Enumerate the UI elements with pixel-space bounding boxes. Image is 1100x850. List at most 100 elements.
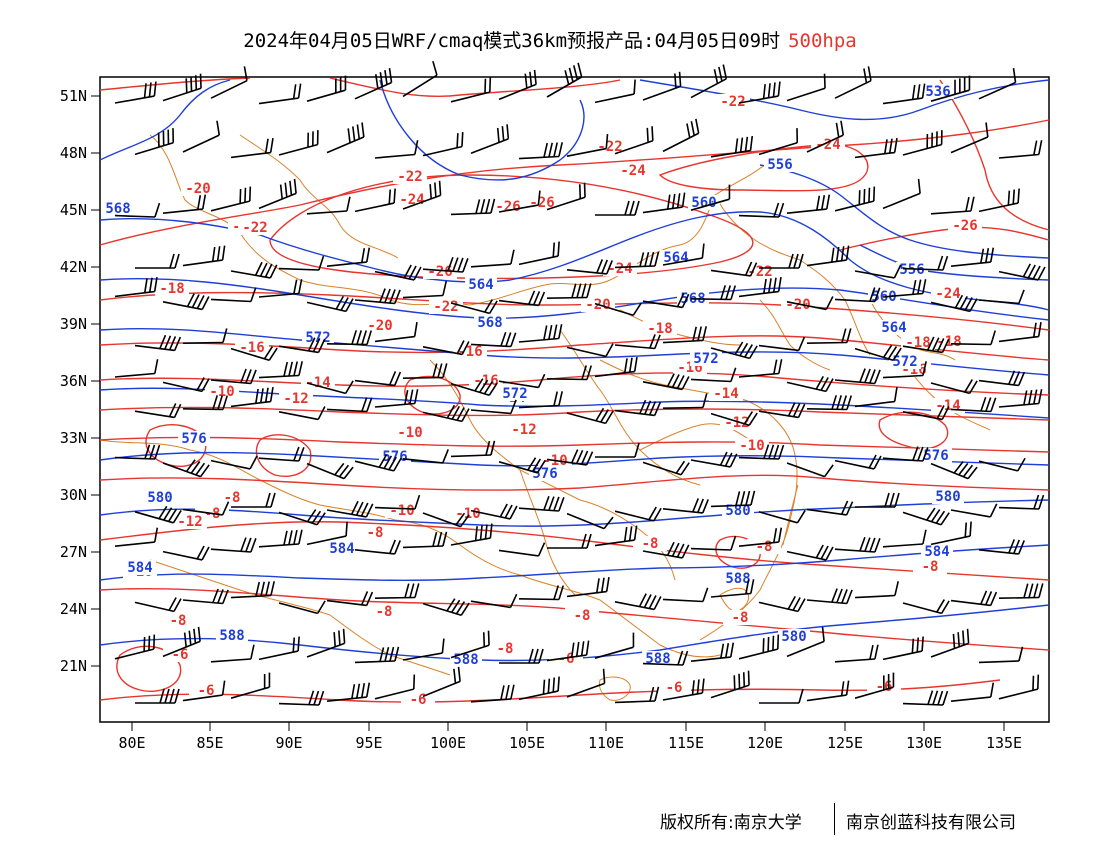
temperature-label: -26 <box>529 195 554 211</box>
label-bg <box>633 536 667 551</box>
wind-barb <box>354 454 402 472</box>
label-bg <box>603 261 637 276</box>
wind-barb <box>978 539 1025 555</box>
temperature-label: -6 <box>558 651 575 667</box>
wind-barb <box>518 142 563 160</box>
lat-label: 27N <box>60 543 87 561</box>
wind-barb <box>902 336 950 354</box>
wind-barb <box>230 672 271 699</box>
wind-barb <box>114 81 157 104</box>
label-bg <box>643 321 677 336</box>
label-bg <box>920 448 952 463</box>
height-contour <box>99 544 1050 582</box>
temperature-label: -8 <box>732 610 749 626</box>
wind-barb <box>758 128 799 156</box>
label-bg <box>216 628 248 643</box>
wind-barb <box>306 521 348 546</box>
wind-barb <box>162 293 210 311</box>
wind-barb <box>950 122 989 154</box>
lon-label: 120E <box>747 734 783 752</box>
wind-barb <box>758 510 806 524</box>
wind-barb <box>306 196 351 215</box>
height-label: 556 <box>767 157 792 173</box>
height-label: 588 <box>645 651 670 667</box>
temperature-contour <box>116 645 182 692</box>
wind-barb <box>182 501 230 516</box>
wind-barb <box>182 120 221 153</box>
height-label: 576 <box>181 431 206 447</box>
boundary-line <box>782 484 799 546</box>
lon-label: 100E <box>430 734 466 752</box>
wind-barb <box>738 359 783 378</box>
label-bg <box>189 683 223 698</box>
label-bg <box>642 651 674 666</box>
lon-label: 135E <box>986 734 1022 752</box>
wind-barb <box>710 135 754 158</box>
wind-barb <box>326 247 371 267</box>
wind-barb <box>422 340 470 356</box>
height-label: 568 <box>477 315 502 331</box>
wind-barb <box>642 71 682 101</box>
wind-barb <box>662 393 708 409</box>
wind-barb <box>978 188 1020 213</box>
lon-label: 130E <box>906 734 942 752</box>
height-label: 560 <box>691 195 716 211</box>
lat-label: 30N <box>60 486 87 504</box>
lat-label: 39N <box>60 315 87 333</box>
label-bg <box>688 195 720 210</box>
wind-barb <box>662 243 705 266</box>
wind-barb <box>354 371 402 387</box>
wind-barb <box>450 77 492 103</box>
wind-barb <box>470 249 515 268</box>
wind-barb <box>786 544 834 561</box>
wind-barb <box>498 542 546 557</box>
temperature-label: -12 <box>283 391 308 407</box>
boundary-line <box>619 309 741 346</box>
wind-barb <box>498 373 546 389</box>
wind-barb <box>546 365 593 381</box>
label-bg <box>811 137 845 152</box>
wind-barb <box>950 682 995 702</box>
wind-barb <box>231 492 276 508</box>
wind-barb <box>422 404 470 423</box>
label-bg <box>363 318 397 333</box>
lon-label: 105E <box>509 734 545 752</box>
temperature-contour <box>99 474 1050 491</box>
label-bg <box>235 340 269 355</box>
wind-barb <box>182 680 226 702</box>
temperature-labels: -20 -20 -18 -22 -22 -24 -24 -26 -26 -26 -24 -22 -22 -… <box>123 94 982 708</box>
temperature-label: -6 <box>198 683 215 699</box>
wind-barb <box>258 178 297 210</box>
label-bg <box>901 335 935 350</box>
wind-barb <box>374 494 421 510</box>
wind-barb <box>690 184 731 211</box>
wind-barb <box>470 124 510 154</box>
wind-barb <box>258 446 305 462</box>
wind-barb <box>546 283 592 299</box>
wind-barb <box>326 682 371 702</box>
label-bg <box>393 169 427 184</box>
wind-barb <box>470 331 517 348</box>
wind-barb <box>498 290 546 307</box>
label-bg <box>173 514 207 529</box>
label-bg <box>163 647 197 662</box>
wind-barb <box>902 130 943 156</box>
label-bg <box>922 84 954 99</box>
temperature-label: -6 <box>410 692 427 708</box>
temperature-contour <box>255 434 312 477</box>
wind-barb <box>786 462 834 478</box>
temperature-label: -14 <box>935 398 960 414</box>
wind-barb <box>834 186 876 212</box>
wind-barb <box>710 579 755 598</box>
wind-barb <box>594 525 638 547</box>
wind-barb <box>930 379 978 395</box>
wind-barb <box>258 529 303 548</box>
wind-barb <box>902 405 950 421</box>
wind-barb <box>662 678 705 701</box>
temperature-label: -10 <box>389 503 414 519</box>
wind-barb <box>882 361 927 379</box>
wind-barb <box>566 512 614 530</box>
wind-barb <box>402 449 449 464</box>
lon-label: 110E <box>588 734 624 752</box>
wind-barb <box>135 688 180 704</box>
